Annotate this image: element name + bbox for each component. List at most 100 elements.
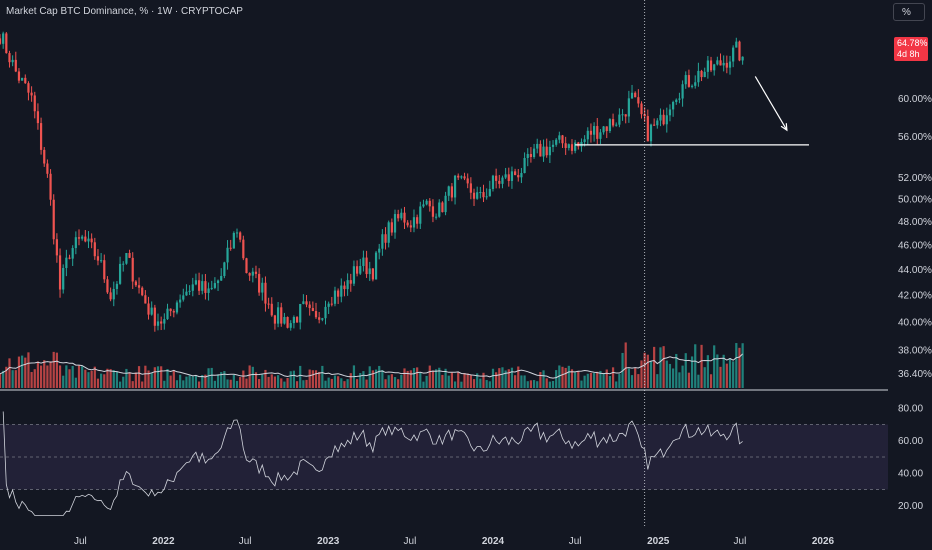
- candle-body: [453, 175, 457, 198]
- candle-body: [422, 204, 425, 207]
- price-axis[interactable]: 60.00% 56.00% 52.00% 50.00% 48.00% 46.00% 44.0…: [888, 0, 932, 550]
- rsi-axis[interactable]: 80.00 60.00 40.00 20.00: [898, 403, 923, 512]
- candle-body: [156, 321, 160, 326]
- volume-bar: [147, 370, 150, 388]
- candle: [703, 67, 706, 78]
- volume-bar: [545, 378, 548, 388]
- volume-bar: [150, 372, 153, 388]
- volume-bar: [529, 380, 533, 388]
- candle-body: [637, 97, 640, 104]
- volume-bar: [672, 368, 675, 388]
- volume-bar: [602, 373, 605, 388]
- time-axis[interactable]: Jul 2022 Jul 2023 Jul 2024 Jul 2025 Jul 2026: [0, 526, 932, 550]
- time-tick-label: Jul: [734, 536, 747, 547]
- candle-body: [558, 135, 561, 140]
- volume-bar: [84, 369, 87, 388]
- candle-body: [333, 290, 337, 304]
- candle-body: [258, 273, 261, 293]
- volume-bar: [678, 372, 681, 388]
- price-axis-background: [888, 0, 932, 550]
- candle-body: [510, 171, 514, 181]
- candle-body: [24, 77, 27, 84]
- candle-body: [185, 291, 188, 296]
- candle: [150, 301, 153, 316]
- candle: [71, 245, 74, 266]
- volume-bar: [564, 367, 567, 388]
- volume-bar: [450, 372, 454, 388]
- candle: [627, 90, 630, 123]
- price-pane[interactable]: [0, 31, 744, 332]
- volume-bar: [283, 381, 286, 388]
- volume-bar: [160, 366, 163, 388]
- volume-bar: [289, 371, 292, 388]
- volume-bar: [393, 377, 397, 388]
- candle-body: [567, 144, 570, 148]
- candle-body: [207, 288, 210, 293]
- candle-body: [472, 192, 476, 199]
- candle: [713, 63, 716, 76]
- candle-body: [725, 62, 728, 68]
- candle-body: [194, 280, 198, 285]
- candle-body: [555, 139, 558, 145]
- candle: [235, 228, 239, 238]
- volume-bar: [52, 351, 55, 388]
- candle-body: [52, 199, 55, 240]
- volume-bar: [725, 363, 728, 388]
- candle-body: [314, 311, 318, 318]
- candle: [640, 101, 643, 119]
- rsi-pane[interactable]: [0, 411, 888, 516]
- candle: [261, 277, 264, 301]
- candle: [479, 186, 482, 199]
- candle-body: [8, 53, 11, 63]
- candle: [513, 168, 517, 176]
- volume-bar: [365, 379, 368, 388]
- volume-bar: [599, 370, 602, 388]
- volume-bar: [539, 371, 542, 388]
- candle-body: [182, 295, 185, 300]
- volume-bar: [732, 361, 735, 388]
- volume-bar: [681, 365, 684, 388]
- candle: [292, 315, 295, 329]
- volume-bar: [220, 372, 223, 388]
- candle: [526, 148, 529, 167]
- candle: [381, 229, 384, 256]
- candle-body: [144, 295, 147, 304]
- candle: [419, 201, 422, 229]
- candle: [672, 100, 675, 117]
- candle-body: [223, 262, 226, 276]
- candle-body: [634, 92, 637, 98]
- candle: [469, 177, 472, 200]
- candle: [321, 317, 324, 322]
- candle: [182, 288, 185, 302]
- candle: [390, 218, 393, 236]
- volume-bar: [55, 352, 58, 388]
- time-tick-label: 2024: [482, 536, 505, 547]
- volume-bar: [466, 373, 469, 388]
- volume-bar: [646, 354, 649, 388]
- candle-body: [529, 153, 533, 158]
- candle-body: [213, 283, 216, 288]
- candle-body: [90, 238, 93, 243]
- candle: [599, 128, 602, 145]
- price-tick-label: 56.00%: [898, 132, 932, 143]
- candle: [618, 108, 621, 128]
- candle-body: [283, 316, 286, 324]
- volume-bar: [656, 374, 659, 388]
- volume-bar: [485, 380, 488, 388]
- candle: [488, 180, 491, 197]
- drawing-annotations[interactable]: [575, 0, 809, 550]
- candle-body: [324, 306, 327, 319]
- candle-body: [441, 202, 444, 213]
- candle: [738, 40, 741, 62]
- volume-bar: [453, 381, 457, 388]
- volume-bar: [735, 343, 738, 388]
- candle: [81, 234, 84, 241]
- volume-bar: [463, 373, 466, 388]
- rsi-tick-label: 60.00: [898, 436, 923, 447]
- candle-body: [270, 303, 273, 316]
- time-axis-background: [0, 526, 932, 550]
- candle-body: [400, 212, 403, 219]
- volume-bar: [251, 366, 254, 388]
- percent-scale-button[interactable]: %: [893, 3, 925, 21]
